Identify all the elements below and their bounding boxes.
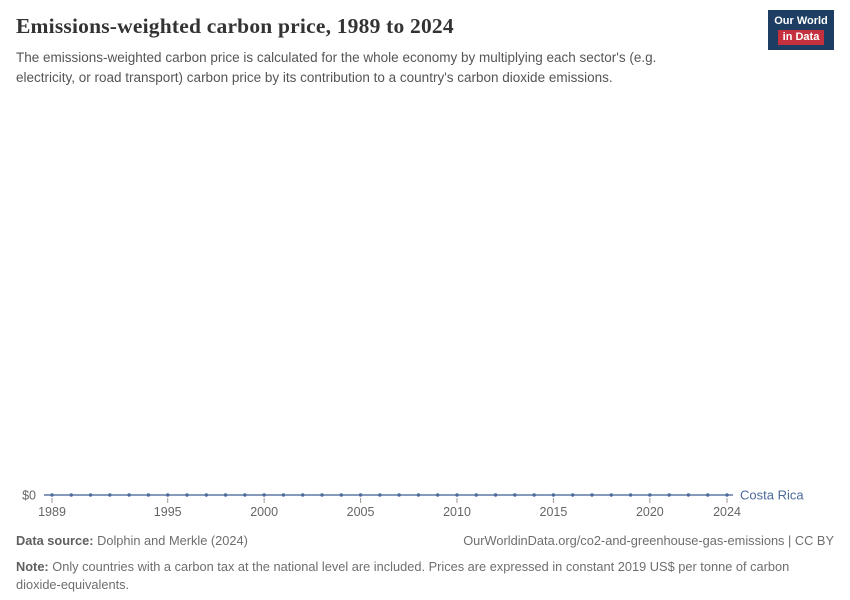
data-point bbox=[301, 493, 305, 497]
x-axis-tick-label: 1995 bbox=[154, 505, 182, 519]
data-point bbox=[397, 493, 401, 497]
data-point bbox=[474, 493, 478, 497]
data-point bbox=[166, 493, 170, 497]
data-point bbox=[436, 493, 440, 497]
data-point bbox=[262, 493, 266, 497]
data-point bbox=[88, 493, 93, 497]
data-point bbox=[706, 493, 710, 497]
data-point bbox=[532, 493, 536, 497]
chart-canvas[interactable]: $0 1989 1995 2000 2005 2010 2015 2020 2024 Costa … bbox=[0, 468, 850, 530]
data-point bbox=[378, 493, 382, 497]
data-point bbox=[50, 493, 54, 497]
data-point bbox=[320, 493, 324, 497]
x-axis-tick-label: 2015 bbox=[540, 505, 568, 519]
chart-note: Note: Only countries with a carbon tax a… bbox=[16, 558, 822, 595]
data-point bbox=[223, 493, 228, 497]
x-axis-tick-label: 1989 bbox=[38, 505, 66, 519]
data-point bbox=[204, 493, 208, 497]
data-point bbox=[243, 493, 247, 497]
data-point bbox=[648, 493, 652, 497]
data-point bbox=[493, 493, 498, 497]
x-axis-tick-label: 2005 bbox=[347, 505, 375, 519]
x-axis-tick-label: 2020 bbox=[636, 505, 664, 519]
data-source-label: Data source: bbox=[16, 533, 94, 548]
data-point bbox=[108, 493, 112, 497]
chart-footer: Data source: Dolphin and Merkle (2024) O… bbox=[16, 532, 834, 595]
x-axis-tick-label: 2010 bbox=[443, 505, 471, 519]
data-point bbox=[725, 493, 729, 497]
data-point bbox=[609, 493, 613, 497]
y-axis-tick-label: $0 bbox=[22, 489, 36, 503]
data-point bbox=[628, 493, 633, 497]
data-point bbox=[686, 493, 691, 497]
data-point bbox=[667, 493, 671, 497]
data-point bbox=[513, 493, 517, 497]
page-title: Emissions-weighted carbon price, 1989 to… bbox=[16, 14, 454, 38]
data-point bbox=[571, 493, 575, 497]
data-point bbox=[281, 493, 286, 497]
x-axis-tick-label: 2024 bbox=[713, 505, 741, 519]
note-text: Only countries with a carbon tax at the … bbox=[16, 558, 790, 593]
chart-header: Emissions-weighted carbon price, 1989 to… bbox=[16, 14, 716, 89]
data-point bbox=[69, 493, 73, 497]
owid-credit-link[interactable]: OurWorldinData.org/co2-and-greenhouse-ga… bbox=[463, 533, 834, 548]
data-point bbox=[127, 493, 131, 497]
owid-logo-line2: in Data bbox=[777, 29, 825, 45]
x-axis-tick-label: 2000 bbox=[250, 505, 278, 519]
data-point bbox=[146, 493, 151, 497]
data-point bbox=[590, 493, 594, 497]
data-point bbox=[339, 493, 343, 497]
data-source-value: Dolphin and Merkle (2024) bbox=[97, 533, 248, 548]
data-point bbox=[551, 493, 556, 497]
owid-logo: Our World in Data bbox=[768, 10, 834, 50]
note-label: Note: bbox=[16, 558, 49, 574]
entity-label-costa-rica[interactable]: Costa Rica bbox=[740, 488, 804, 503]
chart-subtitle: The emissions-weighted carbon price is c… bbox=[16, 50, 657, 86]
owid-logo-line1: Our World bbox=[774, 15, 828, 28]
data-point bbox=[358, 493, 363, 497]
data-point bbox=[185, 493, 189, 497]
data-point bbox=[416, 493, 421, 497]
data-source: Data source: Dolphin and Merkle (2024) bbox=[16, 532, 248, 551]
data-point bbox=[455, 493, 459, 497]
source-row: Data source: Dolphin and Merkle (2024) O… bbox=[16, 532, 834, 551]
